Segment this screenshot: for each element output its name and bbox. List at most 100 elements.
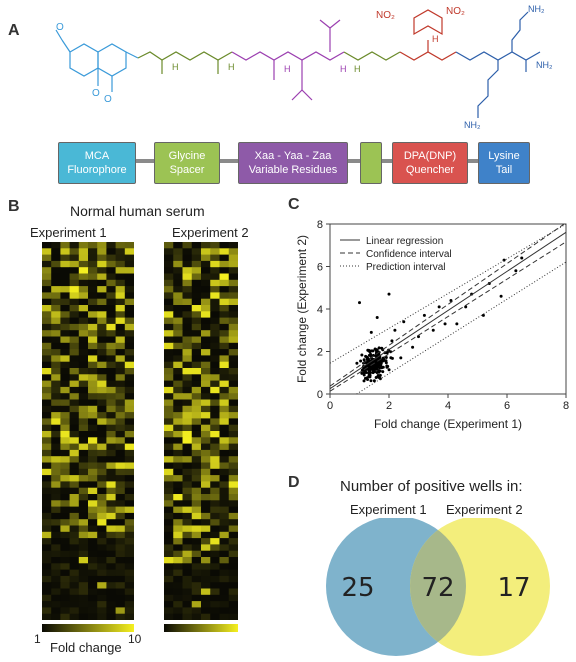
scatter-point: [370, 349, 374, 353]
heatmap2-cell: [173, 380, 183, 388]
heatmap2-cell: [219, 349, 230, 356]
heatmap1-cell: [97, 443, 107, 451]
heatmap1-cell: [51, 575, 61, 583]
heatmap1-cell: [69, 538, 80, 545]
heatmap2-cell: [173, 368, 183, 375]
heatmap1-cell: [60, 298, 71, 306]
heatmap2-cell: [201, 601, 211, 608]
heatmap1-cell: [78, 487, 89, 495]
heatmap2-cell: [182, 242, 193, 249]
heatmap2-cell: [182, 248, 193, 256]
heatmap1-cell: [51, 569, 61, 577]
heatmap1-cell: [42, 342, 52, 350]
heatmap2-cell: [219, 254, 230, 262]
heatmap1-cell: [124, 336, 134, 344]
heatmap2-cell: [191, 323, 202, 331]
venn-right-count: 17: [497, 573, 530, 603]
colorbar-label: Fold change: [50, 640, 122, 655]
heatmap2-cell: [182, 500, 193, 508]
heatmap1-cell: [51, 468, 61, 476]
heatmap1-cell: [106, 349, 117, 356]
heatmap1-cell: [69, 544, 80, 552]
heatmap2-cell: [210, 544, 220, 552]
heatmap2-cell: [201, 575, 211, 583]
heatmap2-cell: [228, 242, 238, 249]
scatter-point: [362, 358, 366, 362]
heatmap1-cell: [60, 512, 71, 520]
heatmap1-cell: [106, 305, 117, 312]
heatmap2-cell: [219, 443, 230, 451]
heatmap1-cell: [97, 468, 107, 476]
heatmap2-cell: [210, 349, 220, 356]
heatmap1-cell: [106, 330, 117, 337]
heatmap1-cell: [106, 475, 117, 482]
heatmap2-cell: [182, 569, 193, 577]
nh-label-4: H: [340, 64, 347, 74]
colorbar-2: [164, 624, 238, 632]
heatmap2-cell: [164, 607, 174, 615]
heatmap1-cell: [124, 500, 134, 508]
heatmap1-cell: [69, 468, 80, 476]
heatmap1-cell: [106, 399, 117, 407]
heatmap1-cell: [97, 557, 107, 564]
heatmap2-cell: [164, 355, 174, 363]
heatmap1-cell: [97, 594, 107, 602]
heatmap2-cell: [191, 594, 202, 602]
heatmap1-cell: [88, 506, 98, 514]
heatmap1-cell: [78, 380, 89, 388]
heatmap1-cell: [42, 317, 52, 325]
heatmap1-cell: [124, 248, 134, 256]
lysine-box-line2: Tail: [495, 164, 513, 176]
heatmap2-cell: [191, 519, 202, 526]
heatmap2-cell: [210, 512, 220, 520]
scatter-point: [385, 365, 389, 369]
heatmap2-cell: [219, 292, 230, 300]
heatmap2-cell: [191, 431, 202, 438]
heatmap1-cell: [124, 399, 134, 407]
heatmap1-cell: [97, 449, 107, 457]
scatter-point: [369, 379, 373, 383]
scatter-point: [380, 346, 384, 350]
scatter-chart: 0 2 4 6 8 0 2 4 6 8 Linear regression Confidence …: [295, 219, 569, 431]
heatmap2-cell: [173, 361, 183, 369]
heatmap1-cell: [106, 286, 117, 293]
heatmap1-cell: [97, 475, 107, 482]
heatmap2-cell: [182, 550, 193, 558]
heatmap1-cell: [106, 456, 117, 463]
prediction-upper-line: [329, 223, 567, 364]
heatmap1-cell: [51, 607, 61, 615]
heatmap2-cell: [201, 481, 211, 489]
heatmap1-cell: [60, 487, 71, 495]
heatmap1-cell: [106, 449, 117, 457]
heatmap2-cell: [201, 248, 211, 256]
heatmap1-cell: [42, 374, 52, 382]
heatmap1-cell: [106, 380, 117, 388]
heatmap1-cell: [106, 525, 117, 533]
heatmap1-cell: [51, 242, 61, 249]
heatmap1-cell: [51, 506, 61, 514]
heatmap1-cell: [115, 601, 126, 608]
heatmap1-cell: [60, 456, 71, 463]
scatter-xlabel: Fold change (Experiment 1): [374, 417, 522, 431]
heatmap1-cell: [60, 305, 71, 312]
scatter-point: [376, 375, 380, 379]
heatmap1-cell: [124, 601, 134, 608]
heatmap1-cell: [69, 260, 80, 268]
heatmap2-cell: [219, 431, 230, 438]
heatmap2-cell: [210, 424, 220, 432]
heatmap1-cell: [60, 254, 71, 262]
heatmap2-cell: [228, 374, 238, 382]
heatmap2-cell: [210, 575, 220, 583]
scatter-point: [431, 328, 435, 332]
scatter-point: [384, 361, 388, 365]
heatmap1-cell: [106, 613, 117, 620]
heatmap2-cell: [228, 298, 238, 306]
heatmap2-cell: [201, 494, 211, 501]
heatmap2-cell: [173, 462, 183, 470]
heatmap2-cell: [191, 412, 202, 419]
heatmap1-cell: [60, 525, 71, 533]
heatmap2-cell: [191, 242, 202, 249]
heatmap2-cell: [228, 248, 238, 256]
heatmap1-cell: [69, 405, 80, 413]
heatmap1-cell: [106, 386, 117, 394]
